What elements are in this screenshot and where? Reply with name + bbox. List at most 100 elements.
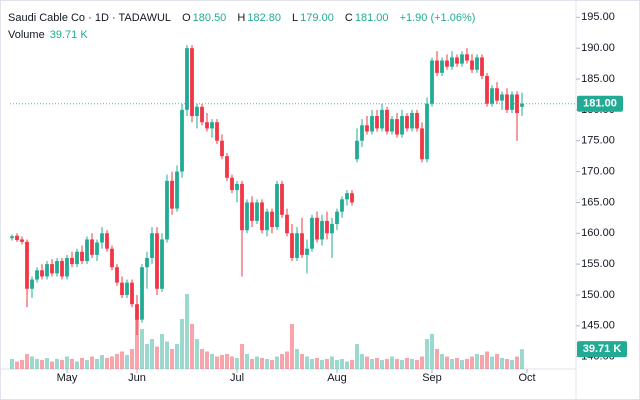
candle-body <box>355 140 359 160</box>
volume-bar <box>445 356 449 369</box>
x-tick-label: Oct <box>518 372 535 384</box>
candle-body <box>455 57 459 64</box>
candle-body <box>135 304 139 320</box>
y-tick-label: 165.00 <box>581 196 615 208</box>
ohlc-key: L <box>292 12 299 24</box>
candle-body <box>505 94 509 110</box>
y-tick-label: 160.00 <box>581 227 615 239</box>
volume-bar <box>485 351 489 369</box>
volume-bar <box>170 349 174 369</box>
y-tick-label: 155.00 <box>581 258 615 270</box>
volume-bar <box>190 324 194 369</box>
volume-bar <box>240 344 244 369</box>
volume-bar <box>435 349 439 369</box>
y-tick-label: 145.00 <box>581 320 615 332</box>
volume-tag-label: 39.71 K <box>583 343 622 355</box>
candle-body <box>155 233 159 289</box>
candle-body <box>70 257 74 265</box>
volume-bar <box>95 359 99 369</box>
volume-bar <box>210 354 214 369</box>
candle-body <box>235 183 239 191</box>
volume-bar <box>115 354 119 369</box>
volume-bar <box>15 361 19 369</box>
volume-bar <box>75 361 79 369</box>
candle-body <box>245 202 249 231</box>
volume-bar <box>125 355 129 369</box>
candle-body <box>265 211 269 231</box>
candle-body <box>50 264 54 274</box>
volume-bar <box>500 358 504 369</box>
volume-bar <box>310 359 314 369</box>
y-tick-label: 170.00 <box>581 165 615 177</box>
volume-bar <box>395 359 399 369</box>
candle-body <box>300 233 304 255</box>
y-tick-label: 150.00 <box>581 289 615 301</box>
symbol: Saudi Cable Co · 1D · TADAWUL <box>8 12 172 24</box>
volume-bar <box>235 358 239 369</box>
volume-bar <box>130 349 134 369</box>
volume-bar <box>350 360 354 369</box>
candle-body <box>65 257 69 277</box>
volume-legend: Volume 39.71 K <box>8 29 90 41</box>
last-price-label: 181.00 <box>583 98 617 110</box>
volume-bar <box>255 356 259 369</box>
candle-body <box>20 239 24 242</box>
volume-bar <box>105 358 109 369</box>
candle-body <box>200 106 204 123</box>
volume-bar <box>25 354 29 369</box>
volume-bar <box>135 319 139 369</box>
candle-body <box>30 279 34 289</box>
volume-bar <box>65 356 69 369</box>
volume-bar <box>405 358 409 369</box>
volume-bar <box>400 360 404 369</box>
volume-bar <box>460 360 464 369</box>
volume-bar <box>55 359 59 369</box>
candle-body <box>80 251 84 262</box>
volume-bar <box>160 334 164 369</box>
candle-body <box>395 119 399 135</box>
volume-bar <box>360 354 364 369</box>
volume-bar <box>110 356 114 369</box>
candle-body <box>175 171 179 209</box>
volume-bar <box>275 356 279 369</box>
candle-body <box>35 270 39 280</box>
candle-body <box>280 183 284 215</box>
candle-body <box>220 140 224 157</box>
volume-bar <box>250 359 254 369</box>
candle-body <box>410 112 414 129</box>
candle-body <box>130 282 134 305</box>
volume-bar <box>380 360 384 369</box>
ohlc-key: H <box>237 12 246 24</box>
x-tick-label: Jun <box>128 372 146 384</box>
candle-body <box>105 233 109 249</box>
ohlc-key: C <box>344 12 353 24</box>
volume-bar <box>35 359 39 369</box>
candle-body <box>170 180 174 209</box>
volume-bar <box>520 349 524 369</box>
volume-bar <box>340 359 344 369</box>
candle-body <box>215 122 219 141</box>
volume-bar <box>465 359 469 369</box>
y-tick-label: 195.00 <box>581 11 615 23</box>
change: +1.90 (+1.06%) <box>399 12 476 24</box>
volume-bar <box>40 360 44 369</box>
ohlc-value: 181.00 <box>354 12 389 24</box>
candle-body <box>465 54 469 61</box>
x-tick-label: Sep <box>422 372 442 384</box>
x-tick-label: Jul <box>230 372 244 384</box>
volume-bar <box>475 354 479 369</box>
candle-body <box>270 211 274 228</box>
x-tick-label: May <box>57 372 78 384</box>
ohlc-value: 180.50 <box>192 12 227 24</box>
candle-body <box>185 48 189 110</box>
volume-bar <box>515 356 519 369</box>
candle-body <box>330 224 334 234</box>
candle-body <box>95 242 99 255</box>
candle-body <box>210 122 214 129</box>
candle-body <box>160 239 164 289</box>
volume-bar <box>260 358 264 369</box>
candle-body <box>445 60 449 67</box>
candle-body <box>55 261 59 274</box>
